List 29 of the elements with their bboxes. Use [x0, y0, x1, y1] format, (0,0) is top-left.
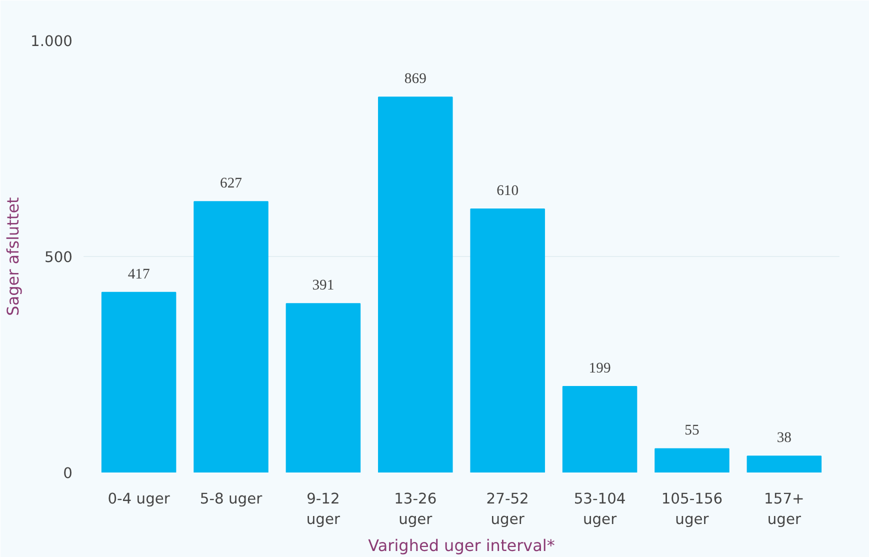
- data-label: 869: [404, 71, 426, 88]
- x-tick-label: 5-8 uger: [200, 490, 264, 508]
- bar: [194, 201, 268, 472]
- data-label: 38: [776, 430, 792, 446]
- data-label: 627: [220, 176, 242, 192]
- x-tick-label: 157+ uger: [764, 490, 804, 528]
- data-label: 417: [128, 266, 150, 282]
- bar: [562, 386, 638, 472]
- y-tick-label: 1.000: [30, 33, 73, 50]
- x-tick-label: 105-156 uger: [661, 490, 723, 528]
- data-label: 391: [312, 278, 334, 294]
- bar: [286, 303, 361, 472]
- y-tick-label: 0: [63, 465, 73, 482]
- y-axis-title: Sager afsluttet: [4, 197, 23, 316]
- data-label: 55: [684, 422, 700, 439]
- bar: [654, 448, 730, 472]
- x-tick-label: 9-12 uger: [306, 490, 341, 528]
- x-tick-label: 13-26 uger: [394, 490, 437, 528]
- x-axis-title: Varighed uger interval*: [368, 536, 555, 555]
- x-tick-label: 27-52 uger: [486, 490, 529, 528]
- x-tick-label: 0-4 uger: [108, 490, 171, 508]
- bar: [470, 208, 545, 472]
- bar: [101, 292, 176, 472]
- bar: [378, 96, 453, 472]
- x-tick-label: 53-104 uger: [574, 490, 626, 528]
- bar: [746, 456, 822, 472]
- data-label: 199: [588, 360, 611, 377]
- data-label: 610: [496, 182, 519, 199]
- y-tick-label: 500: [44, 249, 73, 266]
